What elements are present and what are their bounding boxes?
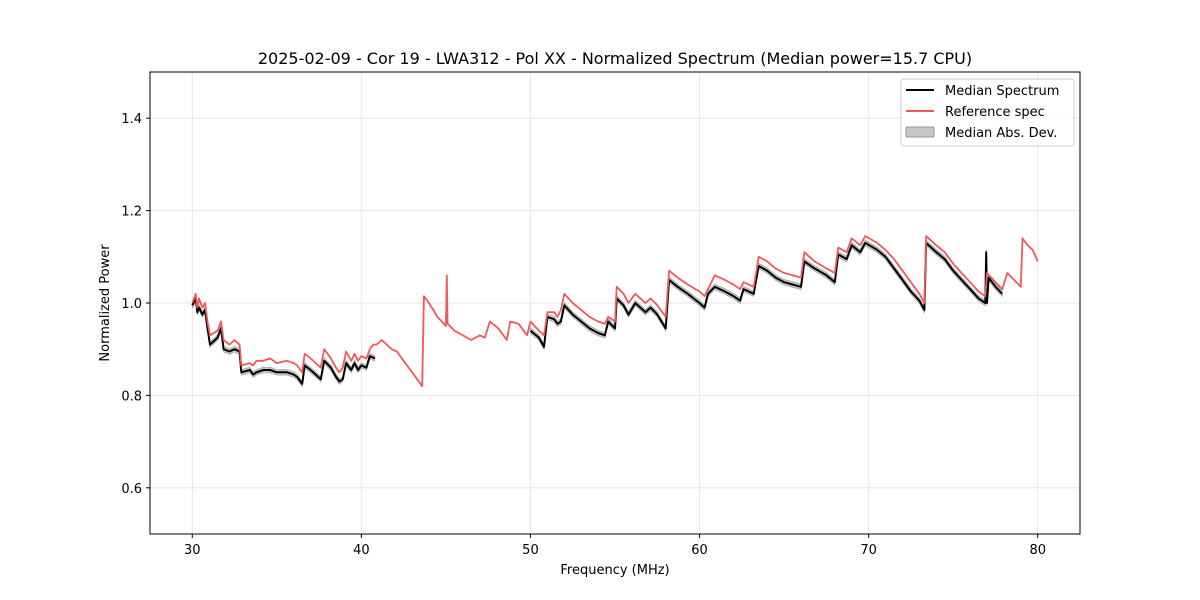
y-tick-label: 0.6 (121, 482, 142, 497)
ticks: 30 40 50 60 70 80 0.6 0.8 1.0 1.2 1.4 (121, 112, 1046, 558)
legend-reference-label: Reference spec (945, 105, 1045, 120)
x-tick-label: 30 (184, 543, 201, 558)
x-tick-label: 80 (1029, 543, 1046, 558)
legend-mad-label: Median Abs. Dev. (945, 126, 1057, 141)
y-tick-label: 0.8 (121, 389, 142, 404)
chart-title: 2025-02-09 - Cor 19 - LWA312 - Pol XX - … (258, 49, 972, 68)
legend-box (900, 78, 1075, 147)
legend: Median Spectrum Reference spec Median Ab… (900, 78, 1075, 147)
x-tick-label: 40 (353, 543, 370, 558)
series-layer (191, 235, 1039, 388)
median-spectrum-line (529, 241, 1003, 348)
median-spectrum-line (191, 297, 376, 385)
x-axis-label: Frequency (MHz) (560, 563, 669, 578)
y-tick-label: 1.4 (121, 112, 142, 127)
reference-spectrum-line (191, 235, 1039, 388)
x-tick-label: 50 (522, 543, 539, 558)
x-tick-label: 70 (860, 543, 877, 558)
legend-median-label: Median Spectrum (945, 84, 1059, 99)
y-tick-label: 1.2 (121, 205, 142, 220)
y-axis-label: Normalized Power (98, 244, 113, 362)
x-tick-label: 60 (691, 543, 708, 558)
y-tick-label: 1.0 (121, 297, 142, 312)
legend-mad-patch (905, 126, 935, 138)
